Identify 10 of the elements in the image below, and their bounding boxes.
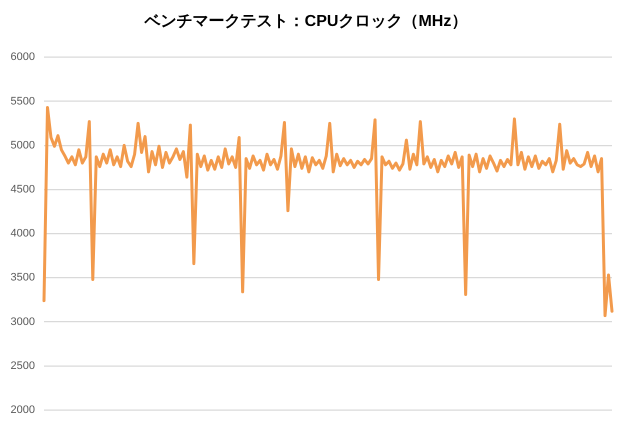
y-tick-label: 4500 xyxy=(10,184,35,196)
y-tick-label: 3000 xyxy=(10,316,35,328)
y-tick-label: 6000 xyxy=(10,51,35,64)
y-tick-label: 2000 xyxy=(10,404,35,416)
chart-title: ベンチマークテスト：CPUクロック（MHz） xyxy=(144,13,468,30)
y-tick-label: 3500 xyxy=(10,272,35,284)
y-tick-label: 5000 xyxy=(10,139,35,152)
y-tick-label: 2500 xyxy=(10,360,35,372)
y-tick-label: 5500 xyxy=(10,95,35,108)
y-tick-label: 4000 xyxy=(10,228,35,240)
